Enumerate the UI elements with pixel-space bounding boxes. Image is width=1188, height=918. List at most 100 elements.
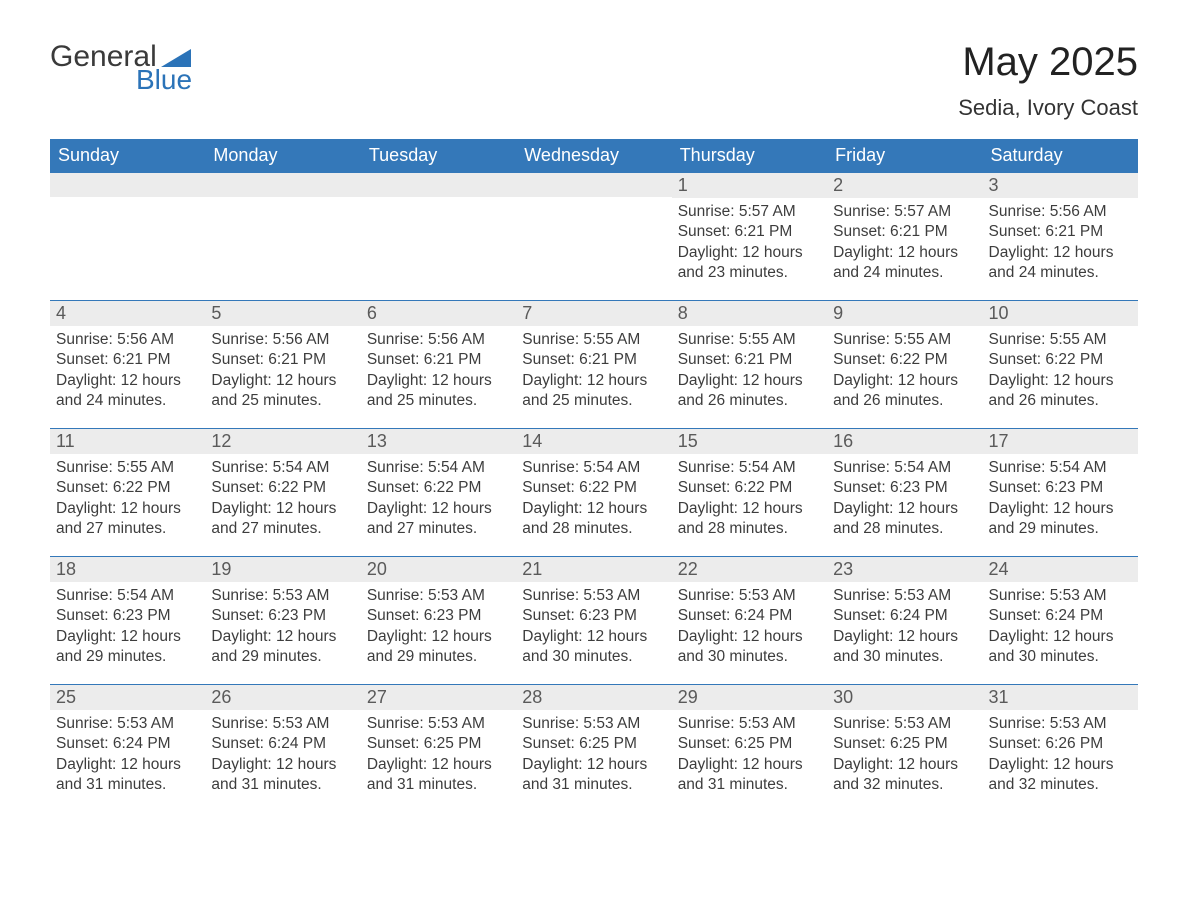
daylight-line: Daylight: 12 hours and 30 minutes. [833,627,976,668]
calendar-day-cell: 16Sunrise: 5:54 AMSunset: 6:23 PMDayligh… [827,428,982,556]
day-number: 11 [56,431,75,451]
calendar-day-cell [361,172,516,300]
day-number: 20 [367,559,387,579]
day-number-strip: 21 [516,556,671,582]
sunrise-line: Sunrise: 5:54 AM [833,458,976,478]
calendar-day-cell: 19Sunrise: 5:53 AMSunset: 6:23 PMDayligh… [205,556,360,684]
sunrise-line: Sunrise: 5:55 AM [678,330,821,350]
day-number: 13 [367,431,387,451]
day-number: 8 [678,303,688,323]
sunset-line: Sunset: 6:25 PM [367,734,510,754]
daylight-line: Daylight: 12 hours and 30 minutes. [989,627,1132,668]
sunset-line: Sunset: 6:24 PM [989,606,1132,626]
day-number: 16 [833,431,853,451]
daylight-line: Daylight: 12 hours and 31 minutes. [678,755,821,796]
sunset-line: Sunset: 6:23 PM [56,606,199,626]
day-number-strip: 30 [827,684,982,710]
day-number: 18 [56,559,76,579]
day-number: 2 [833,175,843,195]
day-number-strip: 17 [983,428,1138,454]
sunset-line: Sunset: 6:23 PM [833,478,976,498]
day-body: Sunrise: 5:54 AMSunset: 6:22 PMDaylight:… [361,454,516,546]
calendar-day-cell: 9Sunrise: 5:55 AMSunset: 6:22 PMDaylight… [827,300,982,428]
day-body: Sunrise: 5:53 AMSunset: 6:23 PMDaylight:… [361,582,516,674]
sunset-line: Sunset: 6:25 PM [522,734,665,754]
calendar-day-cell [205,172,360,300]
sunset-line: Sunset: 6:22 PM [367,478,510,498]
daylight-line: Daylight: 12 hours and 26 minutes. [833,371,976,412]
calendar-day-cell: 23Sunrise: 5:53 AMSunset: 6:24 PMDayligh… [827,556,982,684]
day-number-strip: 31 [983,684,1138,710]
sunset-line: Sunset: 6:21 PM [367,350,510,370]
sunset-line: Sunset: 6:25 PM [833,734,976,754]
sunrise-line: Sunrise: 5:56 AM [989,202,1132,222]
day-number-strip: 6 [361,300,516,326]
day-number: 14 [522,431,542,451]
day-number: 27 [367,687,387,707]
day-number-strip: 29 [672,684,827,710]
daylight-line: Daylight: 12 hours and 29 minutes. [989,499,1132,540]
calendar-day-cell: 4Sunrise: 5:56 AMSunset: 6:21 PMDaylight… [50,300,205,428]
daylight-line: Daylight: 12 hours and 29 minutes. [211,627,354,668]
day-number-strip: 22 [672,556,827,582]
weekday-header: Saturday [983,139,1138,172]
sunrise-line: Sunrise: 5:54 AM [989,458,1132,478]
daylight-line: Daylight: 12 hours and 25 minutes. [367,371,510,412]
day-number: 6 [367,303,377,323]
calendar-day-cell: 28Sunrise: 5:53 AMSunset: 6:25 PMDayligh… [516,684,671,812]
day-body: Sunrise: 5:55 AMSunset: 6:22 PMDaylight:… [983,326,1138,418]
day-number-strip: 4 [50,300,205,326]
day-number-strip: 26 [205,684,360,710]
day-number: 24 [989,559,1009,579]
day-number-strip: 12 [205,428,360,454]
daylight-line: Daylight: 12 hours and 30 minutes. [522,627,665,668]
day-number-strip: 28 [516,684,671,710]
daylight-line: Daylight: 12 hours and 29 minutes. [367,627,510,668]
calendar-day-cell: 30Sunrise: 5:53 AMSunset: 6:25 PMDayligh… [827,684,982,812]
sunset-line: Sunset: 6:24 PM [211,734,354,754]
sunset-line: Sunset: 6:24 PM [678,606,821,626]
day-number-strip: 10 [983,300,1138,326]
calendar-day-cell: 3Sunrise: 5:56 AMSunset: 6:21 PMDaylight… [983,172,1138,300]
daylight-line: Daylight: 12 hours and 26 minutes. [989,371,1132,412]
day-body: Sunrise: 5:53 AMSunset: 6:24 PMDaylight:… [672,582,827,674]
calendar-day-cell: 6 Sunrise: 5:56 AMSunset: 6:21 PMDaylight… [361,300,516,428]
day-body: Sunrise: 5:56 AMSunset: 6:21 PMDaylight:… [50,326,205,418]
sunset-line: Sunset: 6:23 PM [367,606,510,626]
sunset-line: Sunset: 6:21 PM [56,350,199,370]
sunrise-line: Sunrise: 5:53 AM [989,586,1132,606]
daylight-line: Daylight: 12 hours and 29 minutes. [56,627,199,668]
calendar-day-cell: 24 Sunrise: 5:53 AMSunset: 6:24 PMDayligh… [983,556,1138,684]
calendar-day-cell: 27 Sunrise: 5:53 AMSunset: 6:25 PMDayligh… [361,684,516,812]
daylight-line: Daylight: 12 hours and 24 minutes. [833,243,976,284]
sunrise-line: Sunrise: 5:53 AM [367,714,510,734]
sunrise-line: Sunrise: 5:53 AM [211,714,354,734]
location-label: Sedia, Ivory Coast [958,95,1138,121]
sunset-line: Sunset: 6:22 PM [211,478,354,498]
calendar-day-cell: 5Sunrise: 5:56 AMSunset: 6:21 PMDaylight… [205,300,360,428]
day-number-strip: 25 [50,684,205,710]
day-number-strip: 16 [827,428,982,454]
daylight-line: Daylight: 12 hours and 28 minutes. [678,499,821,540]
day-number: 9 [833,303,843,323]
calendar-day-cell: 11Sunrise: 5:55 AMSunset: 6:22 PMDayligh… [50,428,205,556]
daylight-line: Daylight: 12 hours and 31 minutes. [367,755,510,796]
sunrise-line: Sunrise: 5:56 AM [367,330,510,350]
sunrise-line: Sunrise: 5:54 AM [367,458,510,478]
day-number: 21 [522,559,542,579]
day-number: 26 [211,687,231,707]
day-body: Sunrise: 5:54 AMSunset: 6:22 PMDaylight:… [672,454,827,546]
day-number: 12 [211,431,231,451]
weekday-header: Monday [205,139,360,172]
sunrise-line: Sunrise: 5:54 AM [522,458,665,478]
calendar-week-row: 11Sunrise: 5:55 AMSunset: 6:22 PMDayligh… [50,428,1138,556]
sunrise-line: Sunrise: 5:56 AM [56,330,199,350]
day-number: 25 [56,687,76,707]
day-number-strip: 18 [50,556,205,582]
day-body: Sunrise: 5:56 AMSunset: 6:21 PMDaylight:… [205,326,360,418]
day-number-strip: 9 [827,300,982,326]
day-body: Sunrise: 5:55 AMSunset: 6:21 PMDaylight:… [672,326,827,418]
calendar-day-cell: 20 Sunrise: 5:53 AMSunset: 6:23 PMDayligh… [361,556,516,684]
title-block: May 2025 Sedia, Ivory Coast [958,40,1138,121]
day-number-strip: 1 [672,172,827,198]
